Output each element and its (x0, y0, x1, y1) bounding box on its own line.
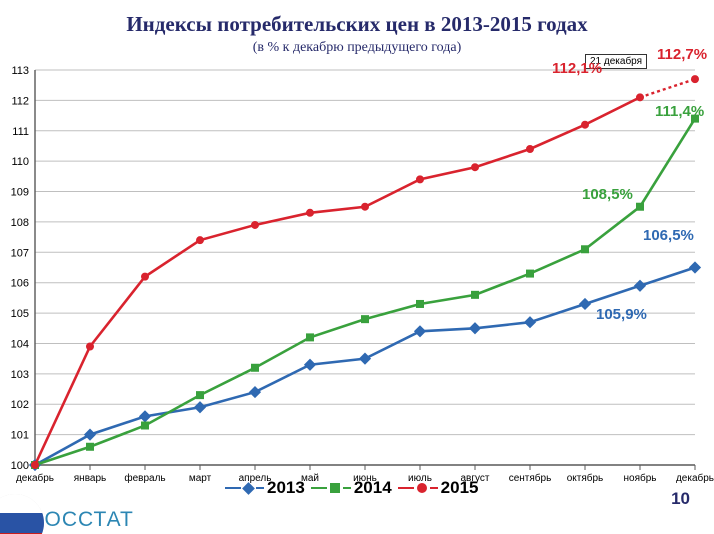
svg-text:104: 104 (11, 338, 29, 350)
svg-text:100: 100 (11, 460, 29, 472)
source-label: РОССТАТ (30, 508, 134, 532)
svg-text:111: 111 (12, 126, 29, 138)
legend-item: 2013 (225, 478, 305, 498)
flag-icon (0, 494, 44, 534)
svg-text:ноябрь: ноябрь (624, 472, 657, 484)
svg-text:октябрь: октябрь (567, 472, 604, 484)
svg-text:110: 110 (11, 156, 29, 168)
line-chart: 100 101 102 103 104 105 106 107 108 109 110 111 112 1… (0, 0, 714, 500)
legend-item: 2014 (311, 478, 392, 498)
value-annotation: 111,4% (655, 103, 704, 120)
svg-text:январь: январь (74, 473, 106, 484)
legend-label: 2013 (267, 478, 305, 498)
value-annotation: 108,5% (582, 186, 633, 203)
page-number: 10 (671, 489, 690, 509)
value-annotation: 112,7% (657, 46, 707, 63)
legend-label: 2015 (441, 478, 479, 498)
svg-text:107: 107 (11, 247, 29, 259)
svg-text:февраль: февраль (124, 472, 165, 484)
svg-text:106: 106 (11, 278, 29, 290)
svg-text:113: 113 (11, 65, 29, 77)
svg-text:102: 102 (11, 399, 29, 411)
svg-text:сентябрь: сентябрь (509, 472, 552, 484)
svg-text:декабрь: декабрь (16, 472, 54, 484)
svg-text:март: март (189, 473, 212, 484)
value-annotation: 106,5% (643, 227, 694, 244)
svg-text:105: 105 (11, 308, 29, 320)
svg-text:103: 103 (11, 369, 29, 381)
value-annotation: 105,9% (596, 306, 647, 323)
value-annotation: 112,1% (552, 60, 602, 77)
legend-item: 2015 (398, 478, 479, 498)
svg-text:декабрь: декабрь (676, 472, 714, 484)
svg-text:112: 112 (11, 95, 29, 107)
chart-legend: 2013 2014 2015 (225, 478, 478, 498)
svg-text:101: 101 (11, 430, 29, 442)
legend-label: 2014 (354, 478, 392, 498)
svg-text:108: 108 (11, 217, 29, 229)
svg-text:109: 109 (11, 187, 29, 199)
